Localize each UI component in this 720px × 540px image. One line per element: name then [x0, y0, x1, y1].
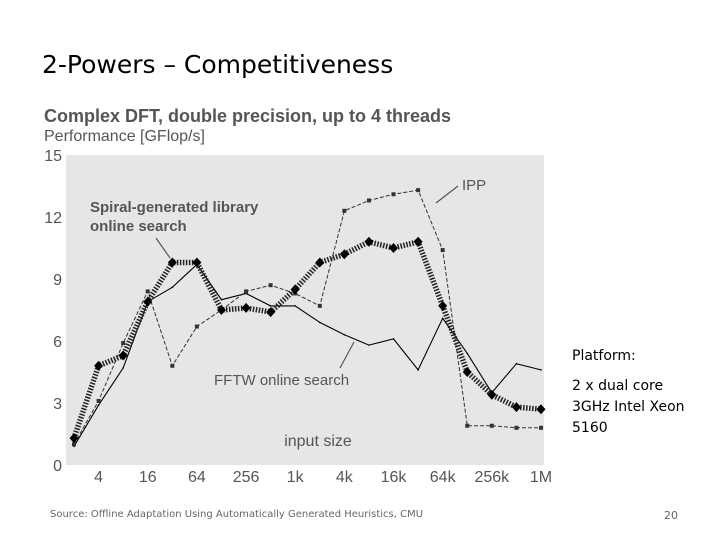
data-point-square	[72, 442, 76, 447]
data-point-diamond	[290, 284, 300, 295]
data-point-diamond	[69, 433, 79, 444]
data-point	[97, 404, 100, 406]
data-point	[122, 367, 124, 369]
data-point	[343, 334, 346, 336]
annotation-layer: Spiral-generated library online search I…	[90, 177, 486, 389]
data-point-square	[440, 248, 445, 253]
data-point-diamond	[118, 350, 128, 361]
page-number: 20	[664, 509, 678, 522]
y-tick-label: 6	[53, 334, 62, 351]
data-point-diamond	[167, 257, 177, 268]
data-point-square	[194, 324, 199, 329]
annotation-spiral-pointer	[155, 237, 171, 259]
data-point-square	[539, 425, 543, 430]
x-axis-label: input size	[284, 433, 352, 450]
series-line	[71, 238, 542, 439]
data-point-diamond	[536, 404, 546, 415]
data-point-square	[514, 425, 519, 430]
x-tick-label: 16k	[381, 469, 408, 486]
annotation-spiral-label: Spiral-generated library online search	[90, 199, 263, 235]
chart-subtitle: Performance [GFlop/s]	[44, 128, 205, 145]
data-point	[392, 338, 395, 340]
data-point-square	[342, 208, 347, 213]
platform-label: Platform:	[572, 348, 636, 364]
y-tick-label: 0	[53, 458, 62, 475]
series-layer	[69, 188, 546, 448]
data-point-square	[416, 188, 421, 193]
slide-title: 2-Powers – Competitiveness	[42, 50, 394, 79]
x-tick-label: 256	[233, 469, 260, 486]
annotation-spiral-line-1: Spiral-generated library	[90, 199, 259, 216]
data-point	[417, 369, 419, 371]
series-1	[69, 236, 546, 444]
data-point-diamond	[389, 243, 399, 253]
x-tick-label: 1k	[287, 469, 305, 486]
chart-title: Complex DFT, double precision, up to 4 t…	[44, 106, 451, 126]
data-point-square	[96, 398, 101, 403]
data-point	[318, 321, 321, 324]
y-tick-label: 9	[53, 272, 62, 289]
data-point-square	[145, 289, 150, 294]
x-tick-label: 4	[94, 469, 103, 486]
series-line	[73, 189, 541, 445]
source-citation: Source: Offline Adaptation Using Automat…	[50, 509, 424, 520]
data-point-square	[268, 283, 273, 288]
data-point-diamond	[364, 236, 374, 247]
data-point-diamond	[413, 236, 423, 247]
x-tick-label: 16	[139, 469, 157, 486]
data-point	[294, 305, 297, 307]
data-point-square	[465, 423, 470, 428]
data-point	[269, 305, 272, 307]
annotation-ipp-label: IPP	[462, 177, 486, 194]
data-point-diamond	[192, 257, 202, 268]
data-point-square	[391, 192, 396, 197]
data-point-diamond	[266, 307, 276, 318]
data-point-square	[366, 198, 371, 203]
data-point	[466, 352, 469, 355]
x-tick-label: 64	[188, 469, 206, 486]
annotation-fftw-label: FFTW online search	[214, 372, 349, 389]
y-axis-ticks: 0 3 6 9 12 15	[44, 148, 62, 475]
x-axis-ticks: 4 16 64 256 1k 4k 16k 64k 256k 1M	[94, 469, 552, 486]
data-point	[515, 362, 518, 365]
x-tick-label: 4k	[336, 469, 354, 486]
platform-line-2: 3GHz Intel Xeon	[572, 399, 685, 415]
data-point-square	[244, 289, 249, 294]
data-point-diamond	[438, 300, 448, 311]
data-point-diamond	[241, 302, 251, 313]
data-point	[441, 317, 444, 320]
data-point-diamond	[94, 360, 104, 371]
annotation-ipp-pointer	[435, 185, 459, 204]
data-point-square	[317, 303, 322, 308]
y-tick-label: 15	[44, 148, 62, 165]
data-point-square	[121, 341, 126, 346]
platform-line-3: 5160	[572, 420, 608, 436]
data-point	[171, 286, 174, 289]
data-point-diamond	[487, 389, 497, 400]
data-point	[220, 298, 223, 301]
data-point-diamond	[143, 296, 153, 307]
data-point-diamond	[216, 305, 226, 315]
x-tick-label: 64k	[430, 469, 457, 486]
data-point-diamond	[462, 367, 472, 377]
annotation-spiral-line-2: online search	[90, 218, 187, 235]
series-2	[72, 188, 543, 447]
data-point	[368, 344, 370, 346]
x-tick-label: 256k	[474, 469, 510, 486]
annotation-fftw-pointer	[339, 341, 355, 369]
data-point-square	[170, 363, 175, 368]
data-point-diamond	[315, 257, 325, 268]
data-point-square	[489, 423, 494, 428]
x-tick-label: 1M	[530, 469, 552, 486]
data-point-diamond	[511, 402, 521, 413]
platform-note: Platform: 2 x dual core 3GHz Intel Xeon …	[572, 346, 712, 439]
y-tick-label: 12	[44, 210, 62, 227]
data-point	[540, 369, 542, 371]
y-tick-label: 3	[53, 396, 62, 413]
platform-line-1: 2 x dual core	[572, 378, 664, 394]
data-point-diamond	[339, 249, 349, 260]
